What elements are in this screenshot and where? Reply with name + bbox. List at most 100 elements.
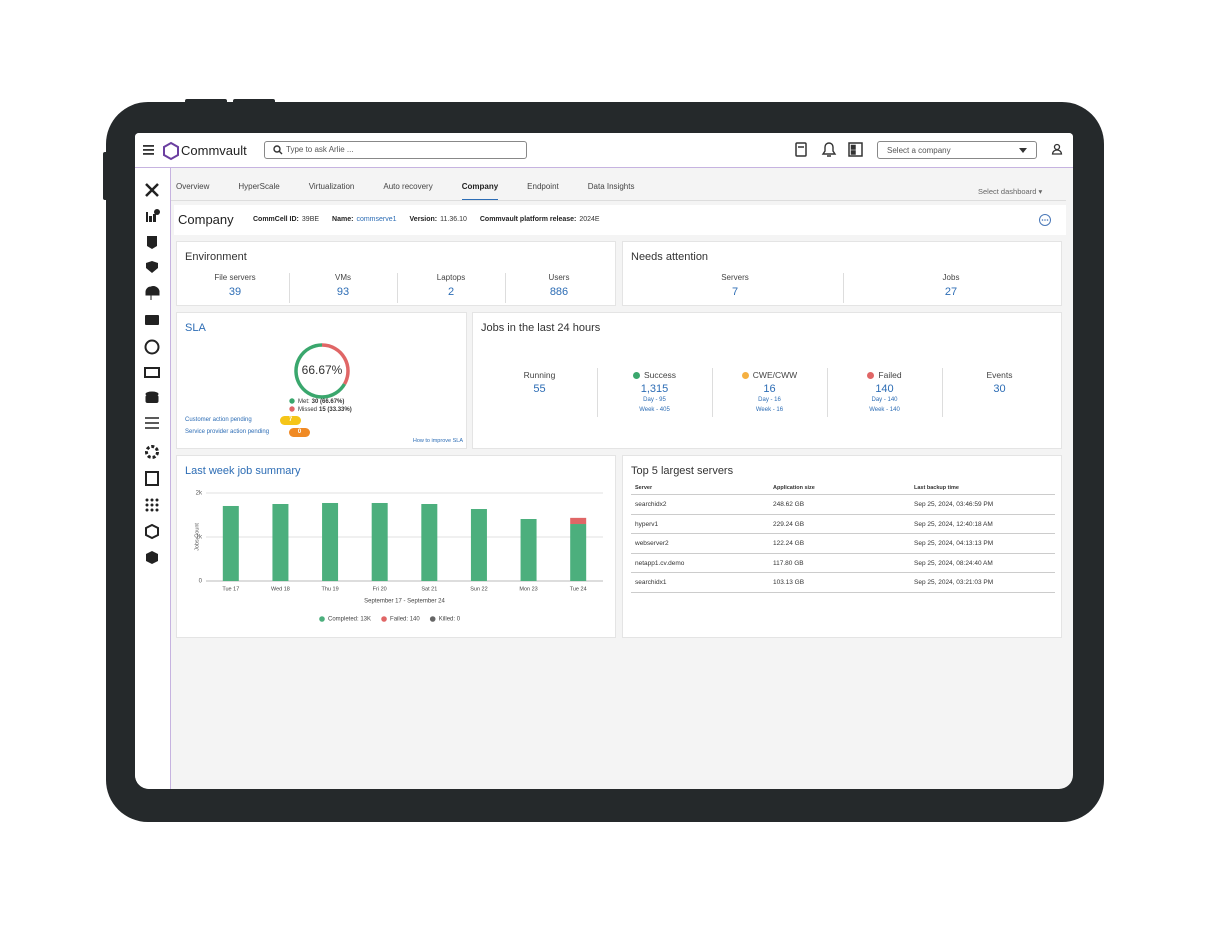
nav-icon[interactable] [146, 209, 160, 222]
bell-icon[interactable] [821, 142, 837, 157]
tab[interactable]: Overview [176, 182, 210, 191]
dropdown-arrow [1019, 148, 1027, 153]
nav-icon[interactable] [145, 445, 159, 459]
job-value[interactable]: 16 [763, 383, 776, 395]
nav-icon[interactable] [145, 471, 159, 486]
legend-label[interactable]: Failed: 140 [390, 617, 420, 623]
tab[interactable]: Data Insights [587, 182, 635, 191]
sla-link[interactable]: How to improve SLA [412, 438, 463, 444]
report-icon[interactable] [795, 142, 807, 157]
tablet-button [103, 152, 108, 200]
sla-percent: 66.67% [302, 363, 343, 377]
tab[interactable]: Company [461, 182, 499, 200]
legend-label[interactable]: Completed: 13K [328, 617, 371, 623]
job-day: Day - 140 [871, 397, 898, 403]
job-value[interactable]: 55 [533, 383, 546, 395]
job-value[interactable]: 140 [875, 383, 894, 395]
cell: netapp1.cv.demo [635, 559, 685, 567]
nav-icon[interactable] [146, 551, 158, 564]
sidebar [135, 168, 171, 789]
card-title: Last week job summary [185, 465, 301, 477]
nav-icon[interactable] [145, 286, 160, 300]
sla-gauge: 66.67% Met: 30 (66.67%) Missed 15 (33.33%) [289, 343, 352, 413]
card-title: Environment [185, 251, 247, 263]
page-header: Company CommCell ID: 39BE Name: commserve1 V… [174, 205, 1066, 235]
dashboard-select-text: Select dashboard [978, 187, 1037, 196]
bar [570, 517, 587, 525]
stat-value[interactable]: 2 [447, 286, 455, 298]
legend-label: Missed [298, 407, 317, 413]
divider [597, 368, 598, 417]
jobs-card: Jobs in the last 24 hours Running 55 Succes… [472, 312, 1062, 449]
cell: webserver2 [635, 540, 669, 547]
stat-value[interactable]: 27 [944, 286, 958, 298]
menu-icon[interactable] [143, 145, 154, 155]
nav-icon[interactable] [145, 315, 159, 325]
x-tick-label: Mon 23 [519, 586, 537, 592]
table-header: Server Application size Last backup time [631, 483, 1055, 495]
job-value[interactable]: 30 [993, 383, 1006, 395]
table: Server Application size Last backup time se… [631, 483, 1055, 593]
x-tick-label: Sat 21 [421, 586, 437, 592]
nav-icon[interactable] [144, 339, 160, 355]
nav-icon[interactable] [145, 498, 159, 512]
y-tick-label: 1k [196, 535, 203, 541]
card-title: Jobs in the last 24 hours [481, 322, 601, 334]
nav-icon[interactable] [145, 183, 159, 197]
stat-label: Laptops [436, 273, 466, 282]
field-value: 39BE [301, 216, 320, 223]
user-icon[interactable] [1051, 143, 1063, 155]
tab[interactable]: Virtualization [308, 182, 355, 191]
search-icon [273, 145, 283, 155]
nav-icon[interactable] [144, 367, 160, 378]
cell: Sep 25, 2024, 04:13:13 PM [914, 540, 994, 547]
x-tick-label: Fri 20 [373, 586, 387, 592]
legend-marker [381, 616, 387, 622]
dashboard-icon[interactable] [848, 142, 863, 157]
more-button[interactable] [1038, 213, 1052, 227]
cell: searchidx2 [635, 501, 667, 508]
search-box[interactable]: Type to ask Arlie ... [264, 141, 527, 159]
top-bar-icons [143, 141, 1063, 161]
stat-value[interactable]: 93 [336, 286, 350, 298]
job-day: Day - 16 [758, 397, 781, 403]
tab[interactable]: Endpoint [527, 182, 559, 191]
nav-icon[interactable] [145, 523, 159, 540]
screen: Commvault Type to ask Arlie ... Select a… [135, 133, 1073, 789]
pending-label[interactable]: Customer action pending [185, 417, 252, 423]
cell: searchidx1 [635, 579, 667, 586]
stat-value[interactable]: 7 [731, 286, 739, 298]
job-label-text: CWE/CWW [752, 370, 798, 380]
cell: Sep 25, 2024, 03:46:59 PM [914, 501, 994, 508]
divider [843, 273, 844, 303]
sidebar-icons [144, 183, 160, 564]
tab-bar-border [171, 200, 1066, 201]
job-label-text: Running [523, 370, 556, 380]
nav-icon[interactable] [147, 236, 157, 249]
divider [505, 273, 506, 303]
nav-icon[interactable] [145, 417, 159, 429]
job-value[interactable]: 1,315 [640, 383, 669, 395]
pending-label[interactable]: Service provider action pending [185, 429, 270, 435]
dashboard-select[interactable]: Select dashboard ▾ [978, 187, 1043, 196]
legend-label[interactable]: Killed: 0 [439, 617, 461, 623]
legend-label: Met: [298, 399, 310, 405]
stat-label: Jobs [942, 273, 960, 282]
x-tick-label: Thu 19 [322, 586, 339, 592]
tab[interactable]: Auto recovery [383, 182, 433, 191]
nav-icon[interactable] [145, 391, 159, 404]
nav-icon[interactable] [146, 261, 158, 273]
company-select-text: Select a company [887, 146, 951, 155]
field-value: commserve1 [356, 216, 397, 223]
stat-label: File servers [214, 273, 256, 282]
company-select[interactable]: Select a company [877, 141, 1037, 159]
page-fields: CommCell ID: 39BE Name: commserve1 Version: 1… [253, 216, 613, 223]
field-label: Name: [332, 216, 354, 223]
gauge-arc [321, 343, 350, 385]
tab[interactable]: HyperScale [238, 182, 280, 191]
legend-dot [289, 406, 295, 412]
job-week: Week - 140 [869, 407, 900, 413]
stat-value[interactable]: 39 [228, 286, 242, 298]
stat-value[interactable]: 886 [549, 286, 569, 298]
